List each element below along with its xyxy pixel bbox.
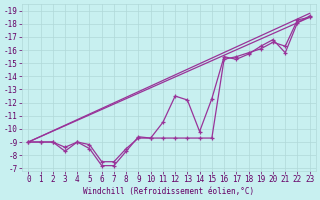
X-axis label: Windchill (Refroidissement éolien,°C): Windchill (Refroidissement éolien,°C)	[84, 187, 255, 196]
